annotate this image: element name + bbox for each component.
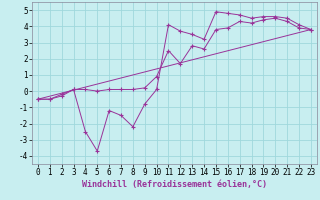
- X-axis label: Windchill (Refroidissement éolien,°C): Windchill (Refroidissement éolien,°C): [82, 180, 267, 189]
